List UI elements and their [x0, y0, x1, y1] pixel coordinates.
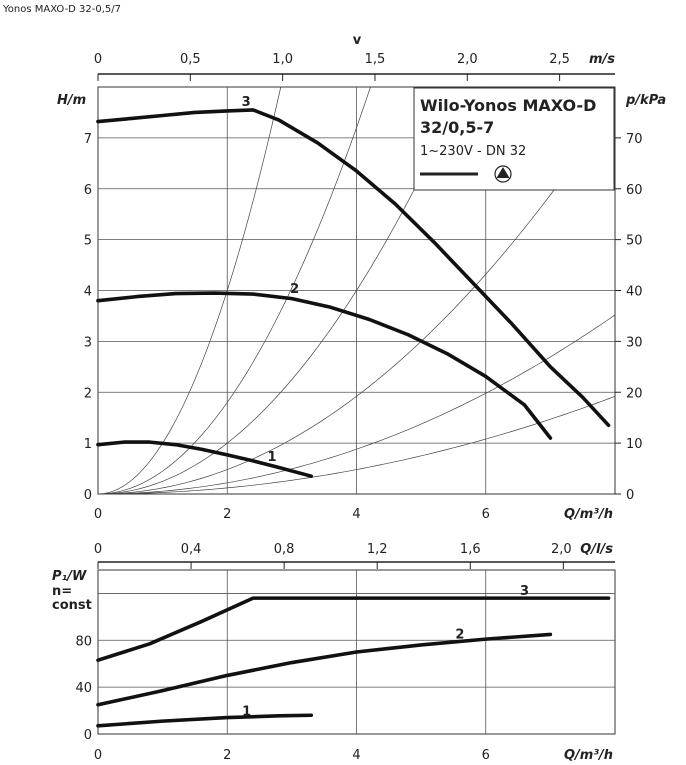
flow-ls-tick-label: 0: [94, 542, 102, 557]
flow-tick-label: 0: [94, 748, 102, 763]
power-tick-label: 80: [75, 634, 92, 649]
velocity-tick-label: 0: [94, 52, 102, 67]
flow-ls-axis-label: Q/l/s: [580, 542, 613, 557]
velocity-tick-label: 2,5: [549, 52, 570, 67]
flow-tick-label: 0: [94, 507, 102, 522]
velocity-unit-label: m/s: [589, 52, 615, 67]
pressure-tick-label: 40: [626, 285, 643, 300]
legend-title-line2: 32/0,5-7: [420, 118, 494, 137]
page-title: Yonos MAXO-D 32-0,5/7: [3, 4, 122, 15]
system-curve: [97, 395, 616, 495]
flow-axis-label-head: Q/m³/h: [564, 507, 613, 522]
flow-tick-label: 2: [223, 748, 231, 763]
flow-ls-tick-label: 1,2: [367, 542, 388, 557]
flow-axis-ticks-power: 0 2 4 6: [94, 748, 490, 763]
head-tick-label: 4: [84, 285, 92, 300]
system-curves: [97, 86, 616, 495]
flow-ls-tick-label: 0,4: [181, 542, 202, 557]
power-axis-note-const: const: [52, 598, 92, 613]
power-axis-label: P₁/W: [52, 569, 87, 584]
power-curve-label: 1: [242, 705, 251, 720]
system-curve: [97, 86, 282, 495]
power-curves: 1 2 3: [96, 584, 611, 728]
flow-ls-tick-label: 2,0: [551, 542, 572, 557]
velocity-tick-label: 0,5: [180, 52, 201, 67]
system-curve: [97, 103, 616, 495]
velocity-tick-label: 1,0: [272, 52, 293, 67]
pressure-tick-label: 0: [626, 488, 634, 503]
pump-triangle-icon: [496, 167, 510, 178]
power-axis-ticks: 0 40 80: [75, 634, 92, 743]
flow-tick-label: 6: [482, 748, 490, 763]
velocity-tick-label: 2,0: [457, 52, 478, 67]
head-curve-label: 3: [242, 95, 251, 110]
power-curve-label: 3: [520, 584, 529, 599]
head-tick-label: 7: [84, 132, 92, 147]
pressure-tick-label: 30: [626, 335, 643, 350]
flow-axis-ticks-head: 0 2 4 6: [94, 507, 490, 522]
system-curve: [97, 314, 616, 495]
legend-subtitle: 1~230V - DN 32: [420, 144, 526, 159]
power-curve-1: [96, 713, 314, 728]
head-curve-3: [96, 108, 611, 428]
power-tick-label: 40: [75, 681, 92, 696]
head-tick-label: 2: [84, 386, 92, 401]
flow-tick-label: 2: [223, 507, 231, 522]
flow-ls-tick-label: 0,8: [274, 542, 295, 557]
head-curve-label: 2: [290, 282, 299, 297]
pressure-tick-label: 20: [626, 386, 643, 401]
head-tick-label: 5: [84, 234, 92, 249]
flow-ls-tick-label: 1,6: [460, 542, 481, 557]
head-tick-label: 1: [84, 437, 92, 452]
head-tick-label: 6: [84, 183, 92, 198]
legend-title-line1: Wilo-Yonos MAXO-D: [420, 96, 596, 115]
flow-tick-label: 4: [352, 507, 360, 522]
head-tick-label: 0: [84, 488, 92, 503]
flow-tick-label: 4: [352, 748, 360, 763]
velocity-axis-ticks: 0 0,5 1,0 1,5 2,0 2,5: [94, 52, 570, 81]
pump-symbol-icon: [494, 165, 512, 183]
head-tick-label: 3: [84, 335, 92, 350]
system-curve: [97, 86, 464, 495]
head-curve-1: [96, 440, 314, 478]
flow-tick-label: 6: [482, 507, 490, 522]
head-curve-label: 1: [268, 450, 277, 465]
power-curve-2: [96, 632, 553, 707]
power-axis-note-n: n=: [52, 584, 72, 599]
head-curve-2: [96, 291, 553, 440]
power-curve-label: 2: [455, 627, 464, 642]
system-curve: [97, 86, 371, 495]
pressure-axis-ticks: 0 10 20 30 40 50 60 70: [615, 132, 643, 503]
power-grid: [98, 570, 615, 734]
velocity-tick-label: 1,5: [365, 52, 386, 67]
pressure-tick-label: 70: [626, 132, 643, 147]
power-tick-label: 0: [84, 728, 92, 743]
power-curve-3: [96, 596, 611, 663]
head-axis-ticks: 0 1 2 3 4 5 6 7: [84, 132, 92, 503]
pressure-axis-label: p/kPa: [625, 93, 666, 108]
pressure-tick-label: 60: [626, 183, 643, 198]
flow-axis-label-power: Q/m³/h: [564, 748, 613, 763]
head-curves: 1 2 3: [96, 95, 611, 478]
pressure-tick-label: 10: [626, 437, 643, 452]
velocity-axis-label: v: [353, 33, 362, 48]
pressure-tick-label: 50: [626, 234, 643, 249]
head-axis-label: H/m: [57, 93, 86, 108]
flow-ls-axis-ticks: 0 0,4 0,8 1,2 1,6 2,0: [94, 542, 572, 569]
